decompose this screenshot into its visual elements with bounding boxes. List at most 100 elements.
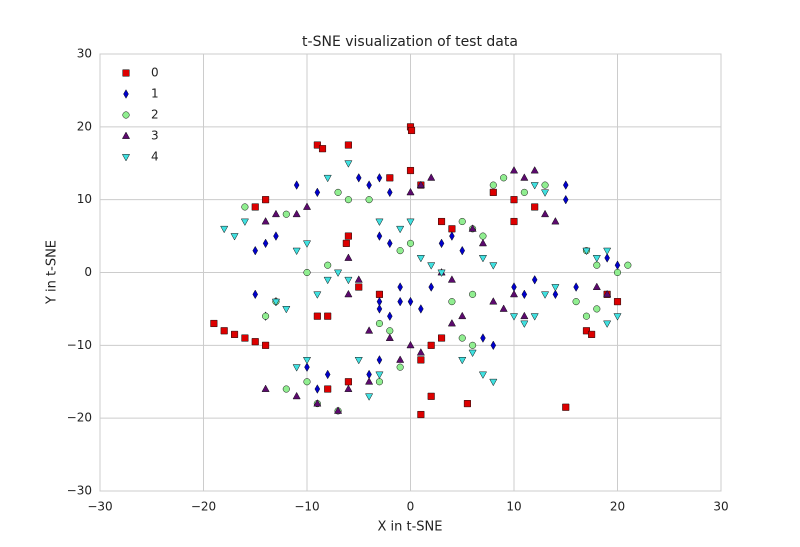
point (447, 275, 456, 283)
point (324, 385, 332, 393)
point (387, 238, 393, 249)
point (541, 181, 549, 189)
point (323, 276, 332, 285)
x-tick-label: 0 (407, 500, 415, 514)
point (365, 196, 373, 204)
point (562, 194, 569, 205)
point (592, 282, 601, 290)
x-tick-label: −10 (294, 500, 319, 514)
point (530, 166, 539, 174)
point (427, 392, 435, 400)
point (427, 341, 435, 349)
point (613, 313, 622, 321)
point (509, 289, 519, 298)
point (588, 330, 596, 338)
point (324, 312, 332, 320)
point (354, 357, 363, 365)
point (573, 282, 579, 292)
point (261, 217, 270, 225)
point (251, 203, 259, 211)
point (375, 290, 383, 298)
y-tick-label: 20 (77, 119, 92, 133)
point (375, 378, 384, 386)
point (396, 363, 404, 371)
point (510, 196, 518, 204)
point (365, 326, 374, 334)
point (406, 187, 415, 196)
point (438, 238, 445, 249)
point (592, 255, 601, 263)
point (261, 384, 270, 392)
point (262, 238, 269, 249)
point (562, 180, 569, 190)
legend-marker (123, 89, 129, 99)
point (416, 180, 425, 188)
point (230, 233, 239, 241)
y-tick-label: −20 (67, 411, 92, 425)
point (334, 188, 342, 196)
point (478, 238, 488, 247)
point (344, 196, 352, 204)
point (427, 173, 436, 181)
point (551, 284, 560, 292)
point (510, 217, 518, 226)
point (458, 311, 467, 320)
x-tick-label: −20 (191, 500, 216, 514)
point (448, 225, 456, 233)
point (324, 369, 331, 380)
point (344, 378, 352, 386)
point (375, 320, 384, 327)
point (376, 231, 383, 241)
point (531, 203, 539, 211)
point (438, 217, 446, 226)
x-axis-label: X in t-SNE (378, 520, 443, 535)
point (489, 297, 498, 305)
point (603, 247, 612, 256)
legend-label: 4 (151, 150, 159, 164)
point (397, 296, 403, 307)
point (500, 174, 508, 182)
point (478, 255, 488, 263)
point (463, 400, 471, 408)
point (489, 188, 497, 196)
point (292, 209, 301, 218)
y-axis-label: Y in t-SNE (45, 240, 60, 305)
point (271, 209, 281, 218)
point (355, 173, 362, 183)
legend-marker (122, 111, 130, 119)
point (324, 261, 332, 269)
point (344, 160, 353, 168)
point (386, 174, 394, 182)
point (344, 253, 353, 261)
point (552, 289, 559, 300)
point (438, 334, 446, 342)
point (520, 320, 529, 328)
point (344, 232, 352, 240)
point (241, 203, 249, 211)
point (604, 253, 610, 263)
point (582, 312, 591, 320)
point (396, 247, 404, 255)
point (531, 274, 538, 285)
point (376, 355, 383, 365)
point (273, 231, 279, 241)
y-tick-label: 0 (84, 265, 92, 279)
point (375, 371, 384, 379)
point (469, 290, 477, 298)
point (304, 362, 310, 372)
point (520, 173, 529, 181)
point (521, 289, 528, 300)
point (366, 180, 372, 190)
point (593, 261, 601, 269)
point (241, 334, 249, 342)
point (240, 218, 249, 226)
point (262, 341, 270, 349)
point (292, 364, 301, 372)
point (449, 231, 455, 241)
point (344, 276, 353, 285)
point (468, 349, 477, 358)
point (427, 262, 436, 270)
point (314, 187, 321, 198)
point (292, 391, 301, 400)
point (313, 399, 322, 407)
